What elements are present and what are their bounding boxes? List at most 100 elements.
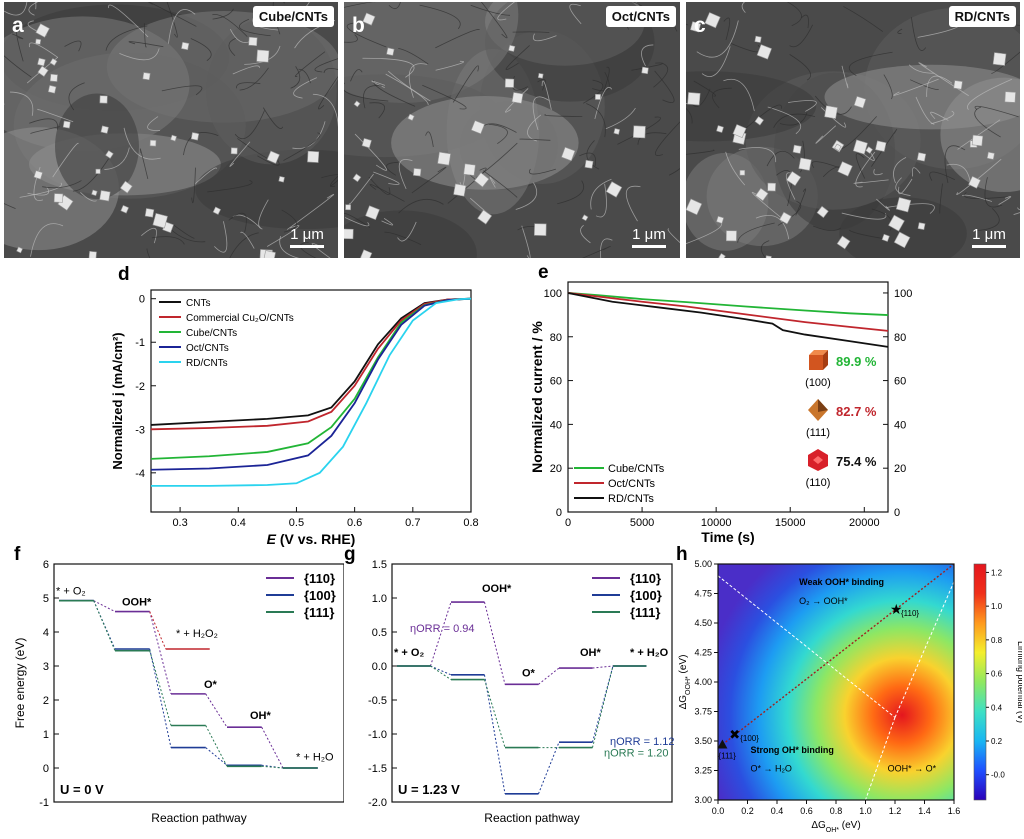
nanocrystal bbox=[718, 253, 726, 258]
region-label: O₂ → OOH* bbox=[799, 596, 848, 606]
y-tick-label: 5.00 bbox=[694, 559, 712, 569]
cnt-fiber bbox=[739, 104, 782, 134]
cnt-fiber bbox=[801, 14, 809, 29]
cnt-fiber bbox=[930, 110, 955, 125]
cnt-fiber bbox=[19, 182, 62, 198]
series-line-1 bbox=[150, 297, 472, 431]
cnt-fiber bbox=[386, 161, 399, 176]
cnt-fiber bbox=[631, 62, 664, 71]
nanocrystal bbox=[792, 144, 802, 154]
cnt-fiber bbox=[897, 28, 903, 34]
nanocrystal bbox=[62, 120, 71, 129]
cnt-fiber bbox=[190, 38, 212, 62]
nanocrystal bbox=[99, 190, 111, 202]
cube-side-face bbox=[823, 350, 828, 370]
cnt-fiber bbox=[350, 69, 363, 82]
cnt-fiber bbox=[368, 176, 391, 195]
nanocrystal bbox=[344, 228, 354, 240]
cnt-fiber bbox=[1017, 207, 1020, 210]
colorbar-tick-label: 1.2 bbox=[991, 568, 1003, 577]
x-tick-label: 0.8 bbox=[463, 517, 478, 529]
y-tick-label: 4.75 bbox=[694, 589, 712, 599]
sem-region bbox=[54, 93, 139, 200]
region-label: OOH* → O* bbox=[888, 764, 937, 774]
cnt-fiber bbox=[668, 168, 680, 176]
y-tick-label: 3 bbox=[43, 661, 49, 673]
cnt-fiber bbox=[1013, 212, 1020, 215]
energy-connector bbox=[430, 665, 452, 681]
cnt-fiber bbox=[292, 121, 326, 150]
overpotential-annotation: ηORR = 1.12 bbox=[610, 736, 675, 748]
nanocrystal bbox=[352, 173, 362, 183]
cnt-fiber bbox=[344, 82, 389, 102]
y-tick-label: 0 bbox=[556, 507, 562, 519]
cnt-fiber bbox=[4, 55, 32, 78]
y-tick-label: 100 bbox=[544, 288, 562, 300]
nanocrystal bbox=[824, 105, 838, 119]
cnt-fiber bbox=[957, 119, 1001, 150]
sem-panel-b: b Oct/CNTs 1 μm bbox=[344, 2, 680, 258]
cnt-fiber bbox=[737, 222, 775, 243]
nanocrystal bbox=[986, 151, 995, 160]
potential-condition: U = 0 V bbox=[60, 782, 104, 797]
cnt-fiber bbox=[344, 2, 376, 8]
nanocrystal bbox=[91, 189, 98, 196]
sem-panel-c: c RD/CNTs 1 μm bbox=[686, 2, 1020, 258]
y-tick-label: 6 bbox=[43, 559, 49, 571]
nanocrystal bbox=[307, 150, 320, 163]
state-label: OH* bbox=[250, 710, 272, 722]
x-axis-label: Reaction pathway bbox=[151, 811, 246, 825]
colorbar-tick-label: 1.0 bbox=[991, 602, 1003, 611]
boundary-line bbox=[717, 575, 896, 718]
right-tick-label: 60 bbox=[894, 376, 906, 388]
nanocrystal bbox=[360, 249, 373, 258]
sem-region bbox=[686, 152, 769, 251]
cnt-fiber bbox=[214, 221, 228, 253]
octahedron-facet bbox=[818, 399, 828, 412]
cnt-fiber bbox=[191, 167, 196, 204]
cnt-fiber bbox=[419, 4, 461, 30]
cnt-fiber bbox=[533, 33, 557, 42]
y-tick-label: 3.25 bbox=[694, 766, 712, 776]
chart-panel-e: e 0 5000 10000 15000 20000 0 20 40 60 80 100 0 20 40 60… bbox=[500, 262, 920, 552]
x-tick-label: 1.4 bbox=[918, 806, 931, 816]
cnt-fiber bbox=[30, 223, 64, 257]
cnt-fiber bbox=[397, 221, 417, 242]
cnt-fiber bbox=[755, 214, 790, 240]
cube-top-face bbox=[809, 350, 828, 355]
y-tick-label: -1.0 bbox=[368, 729, 387, 741]
point-label: {111} bbox=[718, 752, 736, 761]
y-tick-label: 1.0 bbox=[372, 593, 387, 605]
cnt-fiber bbox=[239, 67, 269, 91]
y-tick-label: 2 bbox=[43, 695, 49, 707]
cnt-fiber bbox=[730, 42, 762, 53]
cnt-fiber bbox=[425, 131, 434, 147]
nanocrystal bbox=[256, 49, 270, 63]
nanocrystal bbox=[119, 180, 133, 194]
cnt-fiber bbox=[105, 25, 148, 51]
cnt-fiber bbox=[909, 79, 939, 90]
cnt-fiber bbox=[146, 248, 151, 258]
cnt-fiber bbox=[582, 245, 611, 258]
nanocrystal bbox=[756, 44, 772, 60]
sem-tag-cube: Cube/CNTs bbox=[252, 6, 334, 27]
energy-connector bbox=[591, 665, 614, 743]
nanocrystal bbox=[704, 12, 721, 29]
cnt-fiber bbox=[998, 196, 1012, 205]
panel-label-f: f bbox=[14, 544, 21, 565]
cnt-fiber bbox=[35, 2, 37, 10]
cnt-fiber bbox=[594, 87, 613, 120]
cnt-fiber bbox=[991, 51, 1020, 74]
cnt-fiber bbox=[579, 152, 596, 166]
cnt-fiber bbox=[488, 123, 508, 144]
nanocrystal bbox=[690, 21, 702, 33]
energy-connector bbox=[205, 725, 228, 767]
chart-panel-d: d 0.3 0.4 0.5 0.6 0.7 0.8 0 -1 -2 -3 -4 E (V vs. RHE… bbox=[96, 262, 486, 552]
legend-label: {110} bbox=[630, 571, 661, 586]
cnt-fiber bbox=[398, 159, 413, 190]
nanocrystal bbox=[100, 125, 109, 134]
plot-frame bbox=[391, 563, 673, 803]
cnt-fiber bbox=[590, 178, 612, 210]
nanocrystal bbox=[725, 230, 737, 242]
cnt-fiber bbox=[605, 107, 636, 130]
